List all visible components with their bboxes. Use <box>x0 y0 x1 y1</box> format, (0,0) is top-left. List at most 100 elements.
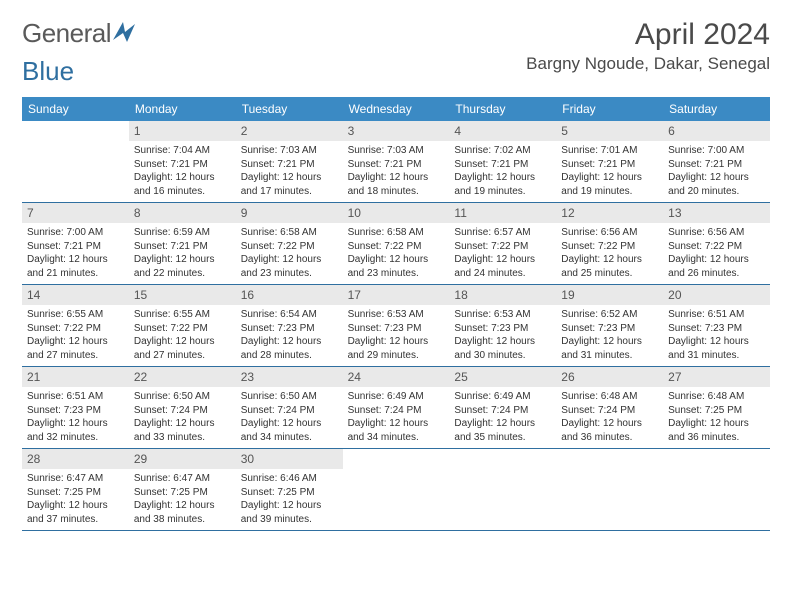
day-number: 11 <box>449 203 556 223</box>
day-details: Sunrise: 6:50 AMSunset: 7:24 PMDaylight:… <box>129 387 236 448</box>
daylight-text: Daylight: 12 hours and 35 minutes. <box>454 417 551 444</box>
day-number: 12 <box>556 203 663 223</box>
daylight-text: Daylight: 12 hours and 38 minutes. <box>134 499 231 526</box>
day-details: Sunrise: 6:58 AMSunset: 7:22 PMDaylight:… <box>343 223 450 284</box>
daylight-text: Daylight: 12 hours and 31 minutes. <box>561 335 658 362</box>
daylight-text: Daylight: 12 hours and 17 minutes. <box>241 171 338 198</box>
day-number: 22 <box>129 367 236 387</box>
day-number: 25 <box>449 367 556 387</box>
day-number: 1 <box>129 121 236 141</box>
weeks-container: 1Sunrise: 7:04 AMSunset: 7:21 PMDaylight… <box>22 121 770 531</box>
daylight-text: Daylight: 12 hours and 36 minutes. <box>668 417 765 444</box>
daylight-text: Daylight: 12 hours and 30 minutes. <box>454 335 551 362</box>
daylight-text: Daylight: 12 hours and 23 minutes. <box>348 253 445 280</box>
sunrise-text: Sunrise: 6:53 AM <box>348 308 445 322</box>
day-cell: 14Sunrise: 6:55 AMSunset: 7:22 PMDayligh… <box>22 285 129 366</box>
day-cell: 10Sunrise: 6:58 AMSunset: 7:22 PMDayligh… <box>343 203 450 284</box>
day-number: 19 <box>556 285 663 305</box>
daylight-text: Daylight: 12 hours and 32 minutes. <box>27 417 124 444</box>
day-cell: 1Sunrise: 7:04 AMSunset: 7:21 PMDaylight… <box>129 121 236 202</box>
daylight-text: Daylight: 12 hours and 33 minutes. <box>134 417 231 444</box>
sunrise-text: Sunrise: 6:51 AM <box>668 308 765 322</box>
daylight-text: Daylight: 12 hours and 28 minutes. <box>241 335 338 362</box>
sunset-text: Sunset: 7:22 PM <box>561 240 658 254</box>
day-cell <box>449 449 556 530</box>
logo: General <box>22 18 135 49</box>
sunrise-text: Sunrise: 6:56 AM <box>561 226 658 240</box>
sunrise-text: Sunrise: 6:46 AM <box>241 472 338 486</box>
daylight-text: Daylight: 12 hours and 16 minutes. <box>134 171 231 198</box>
sunset-text: Sunset: 7:23 PM <box>348 322 445 336</box>
sunrise-text: Sunrise: 6:56 AM <box>668 226 765 240</box>
sunrise-text: Sunrise: 6:55 AM <box>134 308 231 322</box>
day-details: Sunrise: 6:58 AMSunset: 7:22 PMDaylight:… <box>236 223 343 284</box>
day-details: Sunrise: 7:01 AMSunset: 7:21 PMDaylight:… <box>556 141 663 202</box>
sunrise-text: Sunrise: 6:53 AM <box>454 308 551 322</box>
sunrise-text: Sunrise: 7:03 AM <box>241 144 338 158</box>
daylight-text: Daylight: 12 hours and 24 minutes. <box>454 253 551 280</box>
day-cell: 23Sunrise: 6:50 AMSunset: 7:24 PMDayligh… <box>236 367 343 448</box>
day-header-row: Sunday Monday Tuesday Wednesday Thursday… <box>22 97 770 121</box>
logo-text-general: General <box>22 18 111 49</box>
day-details: Sunrise: 6:47 AMSunset: 7:25 PMDaylight:… <box>129 469 236 530</box>
day-details: Sunrise: 7:02 AMSunset: 7:21 PMDaylight:… <box>449 141 556 202</box>
day-number: 8 <box>129 203 236 223</box>
week-row: 14Sunrise: 6:55 AMSunset: 7:22 PMDayligh… <box>22 285 770 367</box>
day-cell: 24Sunrise: 6:49 AMSunset: 7:24 PMDayligh… <box>343 367 450 448</box>
daylight-text: Daylight: 12 hours and 23 minutes. <box>241 253 338 280</box>
sunset-text: Sunset: 7:25 PM <box>134 486 231 500</box>
day-details: Sunrise: 6:47 AMSunset: 7:25 PMDaylight:… <box>22 469 129 530</box>
day-cell: 7Sunrise: 7:00 AMSunset: 7:21 PMDaylight… <box>22 203 129 284</box>
day-number: 4 <box>449 121 556 141</box>
daylight-text: Daylight: 12 hours and 34 minutes. <box>241 417 338 444</box>
daylight-text: Daylight: 12 hours and 19 minutes. <box>561 171 658 198</box>
sunset-text: Sunset: 7:21 PM <box>561 158 658 172</box>
day-cell <box>22 121 129 202</box>
sunrise-text: Sunrise: 6:50 AM <box>241 390 338 404</box>
day-cell <box>556 449 663 530</box>
sunrise-text: Sunrise: 6:47 AM <box>134 472 231 486</box>
day-details: Sunrise: 6:49 AMSunset: 7:24 PMDaylight:… <box>449 387 556 448</box>
day-details: Sunrise: 6:51 AMSunset: 7:23 PMDaylight:… <box>22 387 129 448</box>
day-header: Saturday <box>663 97 770 121</box>
sunrise-text: Sunrise: 6:51 AM <box>27 390 124 404</box>
day-details: Sunrise: 6:53 AMSunset: 7:23 PMDaylight:… <box>343 305 450 366</box>
sunset-text: Sunset: 7:24 PM <box>348 404 445 418</box>
day-details: Sunrise: 6:48 AMSunset: 7:25 PMDaylight:… <box>663 387 770 448</box>
day-number: 20 <box>663 285 770 305</box>
day-number: 28 <box>22 449 129 469</box>
day-details: Sunrise: 7:04 AMSunset: 7:21 PMDaylight:… <box>129 141 236 202</box>
sunrise-text: Sunrise: 6:55 AM <box>27 308 124 322</box>
sunrise-text: Sunrise: 6:47 AM <box>27 472 124 486</box>
day-cell: 27Sunrise: 6:48 AMSunset: 7:25 PMDayligh… <box>663 367 770 448</box>
day-number: 14 <box>22 285 129 305</box>
sunrise-text: Sunrise: 6:49 AM <box>454 390 551 404</box>
day-number: 15 <box>129 285 236 305</box>
day-details: Sunrise: 6:53 AMSunset: 7:23 PMDaylight:… <box>449 305 556 366</box>
day-cell: 21Sunrise: 6:51 AMSunset: 7:23 PMDayligh… <box>22 367 129 448</box>
day-number: 3 <box>343 121 450 141</box>
sunrise-text: Sunrise: 6:58 AM <box>348 226 445 240</box>
sunrise-text: Sunrise: 6:57 AM <box>454 226 551 240</box>
day-header: Monday <box>129 97 236 121</box>
day-cell: 19Sunrise: 6:52 AMSunset: 7:23 PMDayligh… <box>556 285 663 366</box>
day-number: 7 <box>22 203 129 223</box>
day-cell: 12 Sunrise: 6:56 AMSunset: 7:22 PMDayligh… <box>556 203 663 284</box>
day-details: Sunrise: 7:03 AMSunset: 7:21 PMDaylight:… <box>236 141 343 202</box>
day-cell: 9Sunrise: 6:58 AMSunset: 7:22 PMDaylight… <box>236 203 343 284</box>
sunset-text: Sunset: 7:23 PM <box>454 322 551 336</box>
sunset-text: Sunset: 7:25 PM <box>241 486 338 500</box>
day-number: 30 <box>236 449 343 469</box>
week-row: 21Sunrise: 6:51 AMSunset: 7:23 PMDayligh… <box>22 367 770 449</box>
daylight-text: Daylight: 12 hours and 29 minutes. <box>348 335 445 362</box>
day-cell: 6Sunrise: 7:00 AMSunset: 7:21 PMDaylight… <box>663 121 770 202</box>
sunset-text: Sunset: 7:21 PM <box>348 158 445 172</box>
sunset-text: Sunset: 7:24 PM <box>241 404 338 418</box>
sunrise-text: Sunrise: 6:49 AM <box>348 390 445 404</box>
sunrise-text: Sunrise: 6:54 AM <box>241 308 338 322</box>
day-number: 13 <box>663 203 770 223</box>
day-cell: 16Sunrise: 6:54 AMSunset: 7:23 PMDayligh… <box>236 285 343 366</box>
sunrise-text: Sunrise: 6:50 AM <box>134 390 231 404</box>
sunrise-text: Sunrise: 6:48 AM <box>668 390 765 404</box>
daylight-text: Daylight: 12 hours and 25 minutes. <box>561 253 658 280</box>
